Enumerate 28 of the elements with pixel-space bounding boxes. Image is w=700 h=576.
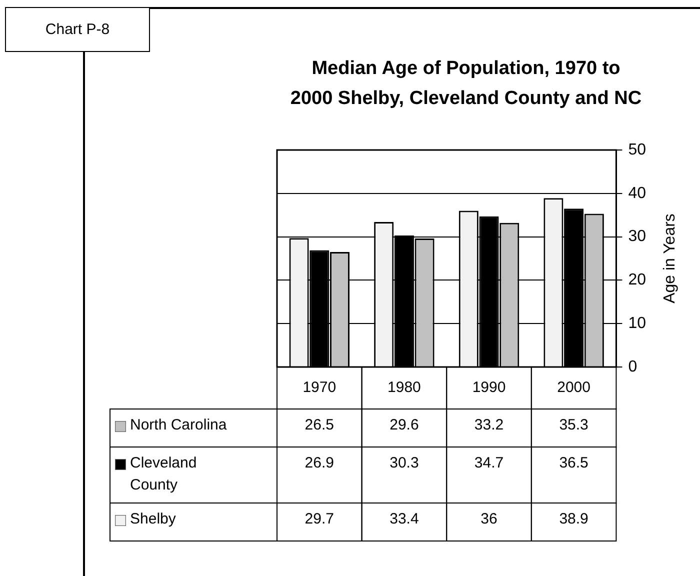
y-tick-label: 40 [628, 184, 646, 202]
text: Chart P-8 [5, 7, 150, 52]
x-tick-label: 2000 [557, 379, 590, 396]
data-label: 38.9 [559, 510, 588, 528]
data-label: 26.9 [304, 454, 334, 472]
data-label: 33.4 [390, 510, 419, 528]
y-tick-label: 20 [628, 272, 646, 289]
data-label: 36 [480, 510, 498, 528]
legend-label: Cleveland County [130, 454, 197, 494]
data-label: 29.7 [304, 510, 334, 528]
y-tick-label: 0 [628, 358, 638, 376]
data-label: 36.5 [559, 454, 588, 472]
data-label: 30.3 [390, 454, 419, 472]
y-tick-label: 30 [628, 228, 646, 246]
chart-title: Median Age of Population, 1970 to 2000 Shelby, Cleveland County and NC [290, 57, 642, 111]
y-axis-title: Age in Years [662, 214, 679, 304]
data-label: 33.2 [474, 416, 504, 434]
data-label: 34.7 [474, 454, 504, 472]
y-tick-label: 10 [628, 315, 646, 332]
data-label: 26.5 [304, 416, 334, 434]
legend-label: North Carolina [130, 416, 228, 434]
data-label: 35.3 [559, 416, 588, 434]
y-tick-label: 50 [628, 141, 646, 158]
x-tick-label: 1980 [388, 379, 421, 396]
legend-label: Shelby [130, 510, 176, 528]
x-tick-label: 1990 [472, 379, 506, 396]
x-tick-label: 1970 [302, 379, 336, 396]
data-label: 29.6 [390, 416, 419, 434]
